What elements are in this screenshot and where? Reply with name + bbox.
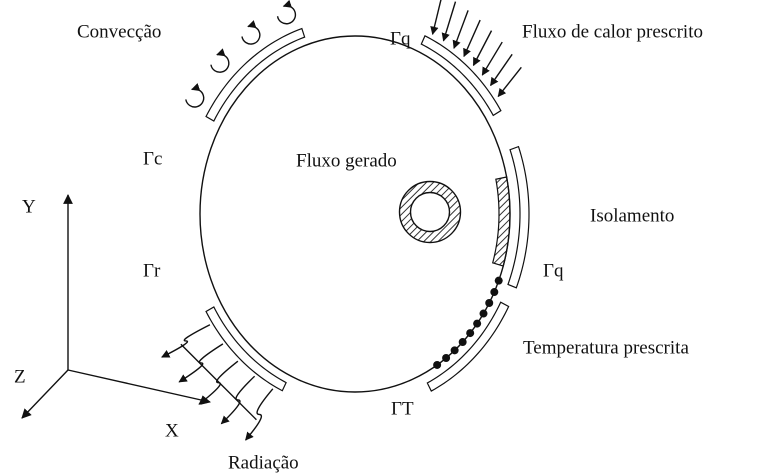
label: Y bbox=[22, 196, 36, 217]
insulation-strip bbox=[507, 145, 530, 289]
label: Γr bbox=[143, 260, 161, 281]
label: ΓT bbox=[391, 398, 414, 419]
flux-arrow bbox=[430, 0, 442, 36]
label: Γc bbox=[143, 148, 162, 169]
convection-arrow bbox=[210, 48, 230, 73]
label: Temperatura prescrita bbox=[523, 337, 689, 358]
temperature-strip bbox=[426, 301, 510, 392]
label: Γq bbox=[543, 260, 564, 281]
convection-arrow bbox=[185, 83, 205, 108]
convection-strip bbox=[205, 27, 306, 122]
shapes bbox=[161, 0, 530, 441]
heat-source bbox=[399, 181, 461, 243]
label: Z bbox=[14, 366, 26, 387]
label: Γq bbox=[390, 28, 411, 49]
z-axis bbox=[21, 369, 69, 419]
flux-arrow bbox=[490, 53, 513, 87]
label: Fluxo gerado bbox=[296, 150, 397, 171]
radiation-arrow bbox=[198, 360, 239, 405]
flux-arrow bbox=[481, 41, 503, 76]
radiation-arrow bbox=[178, 343, 224, 383]
x-axis bbox=[67, 369, 211, 405]
flux-arrow bbox=[452, 10, 469, 49]
flux-arrow bbox=[441, 1, 457, 42]
label: X bbox=[165, 420, 179, 441]
flux-strip bbox=[420, 35, 502, 117]
heat-source-outer bbox=[398, 180, 462, 244]
label: Radiação bbox=[228, 452, 299, 473]
label: Fluxo de calor prescrito bbox=[522, 21, 703, 42]
convection-arrow bbox=[276, 0, 297, 25]
insulation-layer bbox=[491, 176, 511, 267]
radiation-arrow bbox=[161, 324, 211, 358]
flux-arrow bbox=[497, 66, 522, 98]
heat-source-inner bbox=[409, 191, 451, 233]
domain-boundary bbox=[199, 35, 511, 393]
radiation-arrow bbox=[220, 375, 256, 425]
label: Convecção bbox=[77, 21, 161, 42]
convection-arrow bbox=[241, 20, 261, 45]
radiation-arrow bbox=[245, 388, 274, 441]
flux-arrow bbox=[463, 19, 481, 58]
label: Isolamento bbox=[590, 205, 674, 226]
radiation-strip bbox=[205, 306, 287, 392]
flux-arrow bbox=[472, 30, 493, 67]
